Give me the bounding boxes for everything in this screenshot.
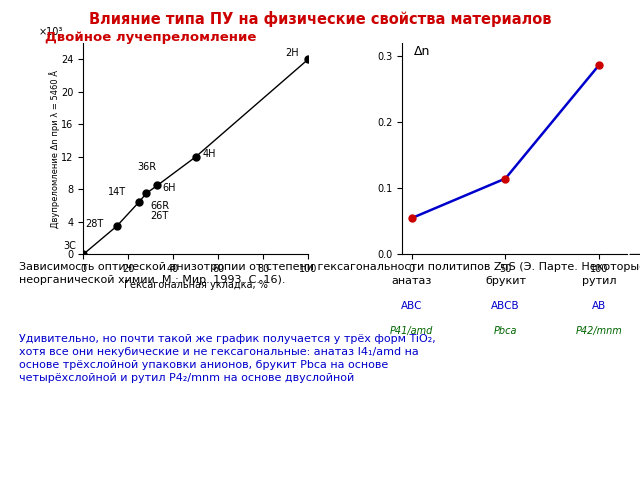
Text: брукит: брукит	[485, 276, 526, 286]
Point	[112, 222, 122, 230]
Point	[152, 181, 163, 189]
Text: 4H: 4H	[202, 149, 216, 159]
Point	[78, 251, 88, 258]
Text: 14T: 14T	[108, 187, 126, 197]
Text: ABC: ABC	[401, 301, 422, 311]
Text: рутил: рутил	[582, 276, 616, 286]
Text: анатаз: анатаз	[392, 276, 432, 286]
Y-axis label: Двупреломление Δn при λ = 5460 Å: Двупреломление Δn при λ = 5460 Å	[49, 70, 60, 228]
Text: P41/amd: P41/amd	[390, 326, 433, 336]
Text: Двойное лучепреломление: Двойное лучепреломление	[45, 31, 256, 44]
Text: 6H: 6H	[162, 183, 175, 193]
Text: 28T: 28T	[85, 218, 104, 228]
Point	[500, 175, 511, 182]
Text: 2H: 2H	[285, 48, 299, 58]
Point	[141, 190, 151, 197]
Point	[191, 153, 201, 161]
Text: 66R: 66R	[150, 201, 170, 211]
Text: P42/mnm: P42/mnm	[576, 326, 623, 336]
X-axis label: Гексагональная укладка, %: Гексагональная укладка, %	[124, 280, 268, 289]
Text: 26T: 26T	[150, 211, 169, 221]
Text: 36R: 36R	[137, 163, 156, 172]
Text: AB: AB	[592, 301, 606, 311]
Text: Pbca: Pbca	[493, 326, 517, 336]
Text: ABCB: ABCB	[491, 301, 520, 311]
Point	[303, 56, 313, 63]
Text: Δn: Δn	[413, 45, 430, 58]
Text: ×10³: ×10³	[38, 27, 63, 37]
Text: Влияние типа ПУ на физические свойства материалов: Влияние типа ПУ на физические свойства м…	[89, 11, 551, 26]
Text: 3C: 3C	[63, 241, 76, 251]
Point	[134, 198, 145, 205]
Point	[406, 214, 417, 222]
Text: Зависимость оптической анизотропии от степени гексагональности политипов ZnS (Э.: Зависимость оптической анизотропии от ст…	[19, 262, 640, 285]
Point	[594, 61, 604, 69]
Text: Удивительно, но почти такой же график получается у трёх форм TiO₂,
хотя все они : Удивительно, но почти такой же график по…	[19, 334, 436, 383]
